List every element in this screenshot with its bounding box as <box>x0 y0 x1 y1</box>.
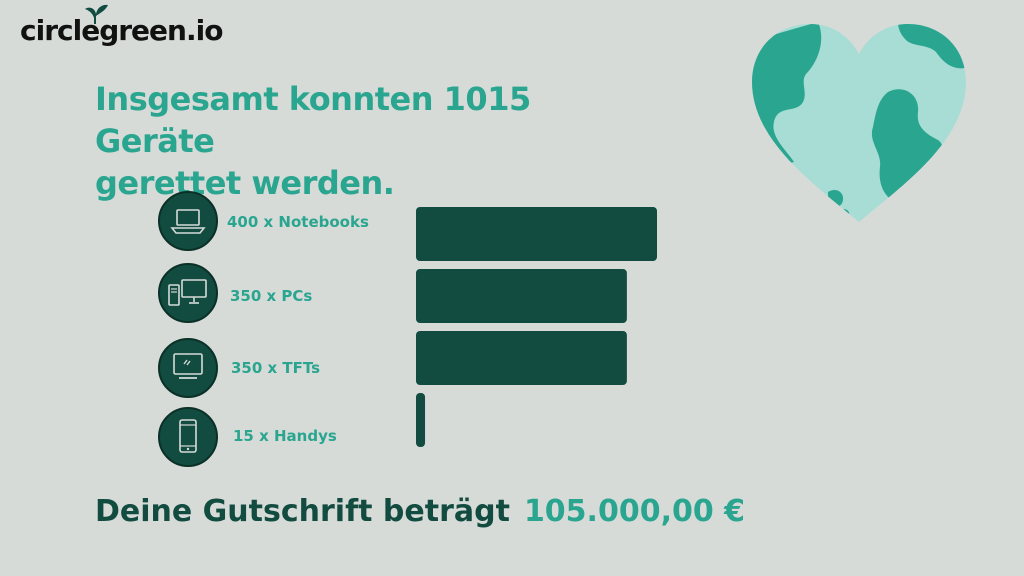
bar-2 <box>416 269 627 323</box>
desktop-pc-icon-badge <box>158 263 218 323</box>
bar-1 <box>416 207 657 261</box>
headline-line-1: Insgesamt konnten 1015 Geräte <box>95 80 531 160</box>
laptop-icon-badge <box>158 191 218 251</box>
leaf-plug-icon <box>85 4 108 25</box>
bar-3 <box>416 331 627 385</box>
bar-4 <box>416 393 426 447</box>
monitor-icon-badge <box>158 338 218 398</box>
smartphone-icon <box>179 419 197 453</box>
laptop-icon <box>170 209 206 234</box>
monitor-icon <box>173 353 203 379</box>
row-label-notebooks: 400 x Notebooks <box>227 213 369 231</box>
smartphone-icon-badge <box>158 407 218 467</box>
headline-line-2: gerettet werden. <box>95 164 395 202</box>
heart-globe-icon <box>752 24 966 222</box>
credit-line: Deine Gutschrift beträgt 105.000,00 € <box>95 494 745 529</box>
logo-text: circlegreen.io <box>20 14 223 47</box>
row-label-tfts: 350 x TFTs <box>231 359 321 377</box>
credit-amount: 105.000,00 € <box>523 494 746 529</box>
credit-label: Deine Gutschrift beträgt <box>95 494 510 529</box>
desktop-pc-icon <box>168 279 207 306</box>
brand-logo: circlegreen.io <box>20 14 223 47</box>
headline: Insgesamt konnten 1015 Geräte gerettet w… <box>95 78 655 204</box>
row-label-pcs: 350 x PCs <box>230 287 313 305</box>
row-label-handys: 15 x Handys <box>233 427 337 445</box>
